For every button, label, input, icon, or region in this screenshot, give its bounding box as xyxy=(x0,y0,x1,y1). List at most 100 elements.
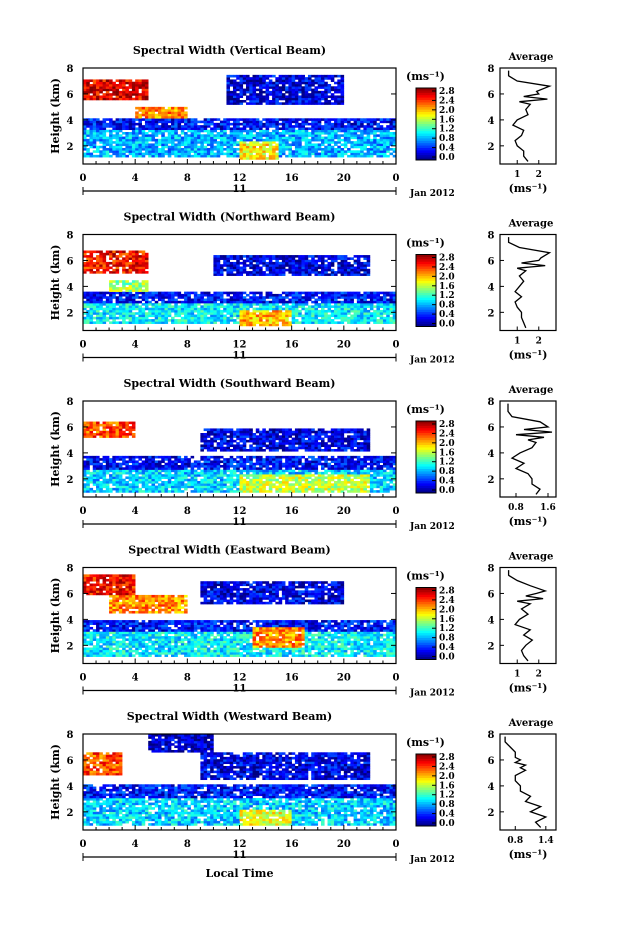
panel-1-heatmap-cell xyxy=(314,145,319,149)
panel-2-heatmap-cell xyxy=(115,257,120,260)
panel-2-heatmap-cell xyxy=(272,305,276,308)
panel-1-heatmap-cell xyxy=(294,86,299,89)
panel-1-heatmap-cell xyxy=(125,136,129,140)
panel-3-heatmap-cell xyxy=(206,444,211,448)
panel-2-heatmap-cell xyxy=(154,309,159,313)
panel-1-heatmap-cell xyxy=(360,120,364,124)
panel-1-heatmap-cell xyxy=(203,136,208,140)
panel-1-heatmap-cell xyxy=(301,129,306,133)
panel-1-heatmap-cell xyxy=(164,143,169,147)
panel-1-x-tick-label: 8 xyxy=(184,173,191,184)
panel-1-heatmap-cell xyxy=(275,129,279,133)
panel-2-heatmap-cell xyxy=(363,273,367,276)
panel-1-heatmap-cell xyxy=(356,143,361,147)
panel-3-heatmap-cell xyxy=(229,465,234,468)
panel-2-heatmap-cell xyxy=(311,293,315,297)
panel-2-heatmap-cell xyxy=(278,312,283,315)
panel-2-heatmap-cell xyxy=(154,316,159,320)
panel-2-heatmap-cell xyxy=(138,264,142,267)
panel-2-heatmap-cell xyxy=(109,257,113,260)
panel-1-heatmap-cell xyxy=(272,145,276,149)
panel-2-heatmap-cell xyxy=(128,252,133,256)
panel-1-heatmap-cell xyxy=(272,93,276,96)
panel-2-heatmap-cell xyxy=(252,296,257,299)
panel-2-heatmap-cell xyxy=(294,293,299,297)
panel-3-heatmap-cell xyxy=(102,467,107,470)
panel-1-heatmap-cell xyxy=(252,136,257,140)
panel-2-colorbar-swatch xyxy=(416,254,436,258)
panel-2-heatmap-cell xyxy=(141,298,146,302)
panel-2-heatmap-cell xyxy=(347,298,351,302)
panel-3-heatmap-cell xyxy=(83,474,87,477)
panel-3-heatmap-cell xyxy=(135,478,139,482)
panel-1-heatmap-cell xyxy=(148,116,152,119)
panel-2-heatmap-cell xyxy=(363,266,367,270)
panel-1-heatmap-cell xyxy=(249,97,253,101)
panel-1-heatmap-cell xyxy=(291,120,296,124)
panel-3-heatmap-cell xyxy=(213,481,217,484)
panel-1-heatmap-cell xyxy=(285,138,289,142)
panel-1-heatmap-cell xyxy=(180,116,185,119)
panel-2-heatmap-cell xyxy=(311,268,315,272)
panel-1-heatmap-cell xyxy=(311,100,315,103)
panel-2-heatmap-cell xyxy=(109,280,113,283)
panel-3-heatmap-cell xyxy=(184,487,188,491)
panel-1-heatmap-cell xyxy=(83,79,87,83)
panel-2-heatmap-cell xyxy=(340,261,345,265)
panel-2-heatmap-cell xyxy=(252,255,257,258)
panel-2-heatmap-cell xyxy=(294,300,299,304)
panel-1-heatmap-cell xyxy=(102,81,107,85)
panel-2-heatmap-cell xyxy=(219,291,224,295)
panel-1-heatmap-cell xyxy=(161,122,165,126)
panel-3-heatmap-cell xyxy=(161,469,165,473)
panel-2-heatmap-cell xyxy=(157,303,162,306)
panel-1-heatmap-cell xyxy=(314,134,319,137)
panel-2-heatmap-cell xyxy=(203,309,208,313)
panel-2-heatmap-cell xyxy=(356,271,361,274)
panel-1-heatmap-cell xyxy=(144,136,149,140)
panel-1-heatmap-cell xyxy=(229,118,234,121)
panel-2-heatmap-cell xyxy=(382,303,387,306)
panel-1-heatmap-cell xyxy=(255,97,260,101)
panel-3-heatmap-cell xyxy=(125,467,129,470)
panel-1-heatmap-cell xyxy=(314,152,319,156)
panel-2-heatmap-cell xyxy=(356,298,361,302)
panel-3-heatmap-cell xyxy=(216,476,221,480)
panel-1-heatmap-cell xyxy=(128,86,133,89)
panel-1-heatmap-cell xyxy=(96,150,100,153)
panel-1-heatmap-cell xyxy=(174,122,178,126)
panel-1-heatmap-cell xyxy=(197,152,201,156)
panel-2-heatmap-cell xyxy=(242,266,247,270)
panel-3-heatmap-cell xyxy=(99,462,103,466)
panel-1-heatmap-cell xyxy=(314,77,319,80)
panel-2-heatmap-cell xyxy=(226,291,231,295)
panel-2-heatmap-cell xyxy=(115,307,120,311)
panel-1-heatmap-cell xyxy=(180,109,185,112)
panel-3-heatmap-cell xyxy=(105,465,110,468)
panel-2-heatmap-cell xyxy=(154,312,159,315)
panel-2-heatmap-cell xyxy=(177,305,182,308)
panel-1-heatmap-cell xyxy=(174,136,178,140)
panel-2-heatmap-cell xyxy=(366,316,371,320)
panel-2-y-tick-label: 2 xyxy=(67,308,74,319)
panel-2-heatmap-cell xyxy=(229,307,234,311)
panel-3-heatmap-cell xyxy=(193,485,198,489)
panel-2-heatmap-cell xyxy=(382,296,387,299)
panel-1-heatmap-cell xyxy=(167,125,172,128)
panel-1-heatmap-cell xyxy=(259,77,263,80)
panel-2-heatmap-cell xyxy=(177,314,182,318)
panel-2-heatmap-cell xyxy=(128,264,133,267)
panel-1-heatmap-cell xyxy=(236,86,240,89)
panel-1-heatmap-cell xyxy=(317,134,322,137)
panel-1-heatmap-cell xyxy=(125,88,129,92)
panel-1-heatmap-cell xyxy=(115,141,120,144)
panel-3-heatmap-cell xyxy=(226,469,231,473)
panel-3-heatmap-cell xyxy=(216,471,221,475)
panel-1-heatmap-cell xyxy=(369,118,374,121)
panel-2-heatmap-cell xyxy=(288,323,292,327)
panel-1-colorbar-swatch xyxy=(416,104,436,108)
panel-1-heatmap-cell xyxy=(232,93,237,96)
panel-1-heatmap-cell xyxy=(144,150,149,153)
panel-3-heatmap-cell xyxy=(138,458,142,461)
panel-1-heatmap-cell xyxy=(360,154,364,158)
